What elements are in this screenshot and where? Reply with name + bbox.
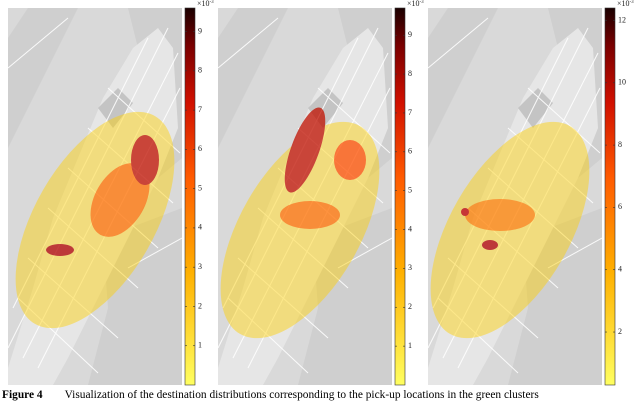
tick-label: 3 <box>198 262 202 271</box>
figure: 123456789×10-3123456789×10-324681012×10-… <box>0 0 634 388</box>
map-panel <box>188 8 412 385</box>
exponent: -3 <box>210 0 215 5</box>
multiplier: ×10 <box>617 0 630 8</box>
tick-label: 10 <box>618 78 626 87</box>
exponent: -3 <box>420 0 425 5</box>
tick-label: 4 <box>408 224 412 233</box>
caption: Figure 4 Visualization of the destination… <box>2 389 638 401</box>
tick-label: 4 <box>198 223 202 232</box>
colorbar <box>184 7 196 386</box>
tick-label: 7 <box>198 105 202 114</box>
tick-label: 1 <box>198 341 202 350</box>
tick-label: 8 <box>618 140 622 149</box>
tick-label: 12 <box>618 15 626 24</box>
colorbar-multiplier: ×10-3 <box>407 0 424 8</box>
tick-label: 6 <box>198 144 202 153</box>
tick-label: 3 <box>408 263 412 272</box>
tick-label: 2 <box>198 301 202 310</box>
tick-label: 6 <box>408 147 412 156</box>
map-panel <box>398 8 622 385</box>
map-panel <box>0 8 207 385</box>
tick-label: 6 <box>618 202 622 211</box>
tick-label: 5 <box>198 183 202 192</box>
exponent: -3 <box>630 0 635 5</box>
tick-label: 8 <box>408 69 412 78</box>
tick-label: 9 <box>198 26 202 35</box>
caption-label: Figure 4 <box>2 389 43 401</box>
colorbar-multiplier: ×10-3 <box>197 0 214 8</box>
tick-label: 1 <box>408 341 412 350</box>
tick-label: 5 <box>408 185 412 194</box>
colorbar <box>604 7 616 386</box>
multiplier: ×10 <box>407 0 420 8</box>
tick-label: 2 <box>408 302 412 311</box>
tick-label: 9 <box>408 30 412 39</box>
tick-label: 7 <box>408 108 412 117</box>
caption-text: Visualization of the destination distrib… <box>64 389 539 401</box>
tick-label: 8 <box>198 66 202 75</box>
colorbar-multiplier: ×10-3 <box>617 0 634 8</box>
colorbar <box>394 7 406 386</box>
multiplier: ×10 <box>197 0 210 8</box>
tick-label: 2 <box>618 327 622 336</box>
tick-label: 4 <box>618 265 622 274</box>
